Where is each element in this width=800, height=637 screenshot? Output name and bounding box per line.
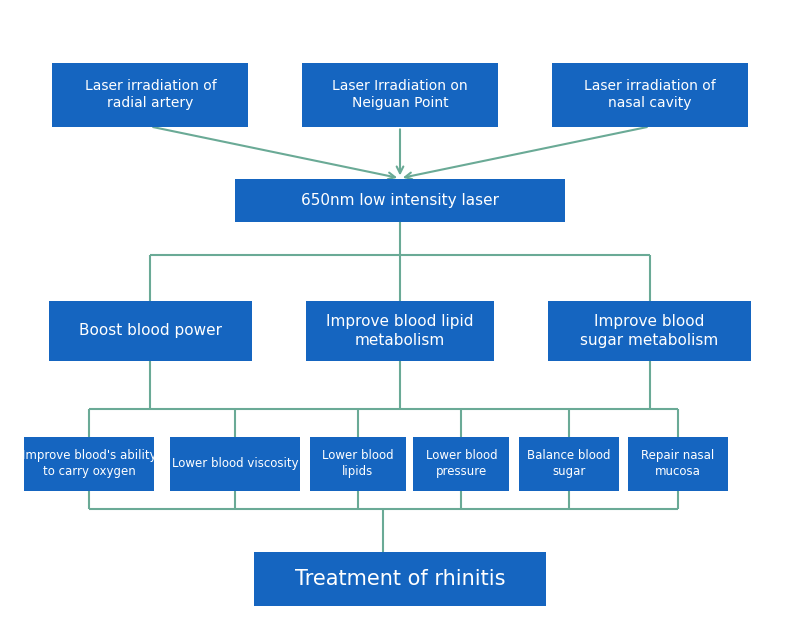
FancyBboxPatch shape xyxy=(235,180,565,222)
FancyBboxPatch shape xyxy=(414,437,510,491)
Text: Treatment of rhinitis: Treatment of rhinitis xyxy=(294,569,506,589)
FancyBboxPatch shape xyxy=(24,437,154,491)
Text: Improve blood's ability
to carry oxygen: Improve blood's ability to carry oxygen xyxy=(22,449,156,478)
Text: Improve blood lipid
metabolism: Improve blood lipid metabolism xyxy=(326,314,474,348)
FancyBboxPatch shape xyxy=(628,437,728,491)
Text: Laser irradiation of
radial artery: Laser irradiation of radial artery xyxy=(85,79,216,110)
FancyBboxPatch shape xyxy=(49,301,252,361)
FancyBboxPatch shape xyxy=(170,437,300,491)
Text: Boost blood power: Boost blood power xyxy=(79,323,222,338)
FancyBboxPatch shape xyxy=(310,437,406,491)
Text: Lower blood viscosity: Lower blood viscosity xyxy=(171,457,298,470)
Text: Laser irradiation of
nasal cavity: Laser irradiation of nasal cavity xyxy=(584,79,715,110)
Text: Lower blood
pressure: Lower blood pressure xyxy=(426,449,498,478)
FancyBboxPatch shape xyxy=(552,63,747,127)
FancyBboxPatch shape xyxy=(53,63,248,127)
Text: Repair nasal
mucosa: Repair nasal mucosa xyxy=(642,449,714,478)
FancyBboxPatch shape xyxy=(306,301,494,361)
Text: Improve blood
sugar metabolism: Improve blood sugar metabolism xyxy=(581,314,718,348)
Text: Lower blood
lipids: Lower blood lipids xyxy=(322,449,394,478)
FancyBboxPatch shape xyxy=(302,63,498,127)
Text: Laser Irradiation on
Neiguan Point: Laser Irradiation on Neiguan Point xyxy=(332,79,468,110)
Text: Balance blood
sugar: Balance blood sugar xyxy=(527,449,610,478)
FancyBboxPatch shape xyxy=(548,301,751,361)
FancyBboxPatch shape xyxy=(519,437,619,491)
Text: 650nm low intensity laser: 650nm low intensity laser xyxy=(301,193,499,208)
FancyBboxPatch shape xyxy=(254,552,546,606)
